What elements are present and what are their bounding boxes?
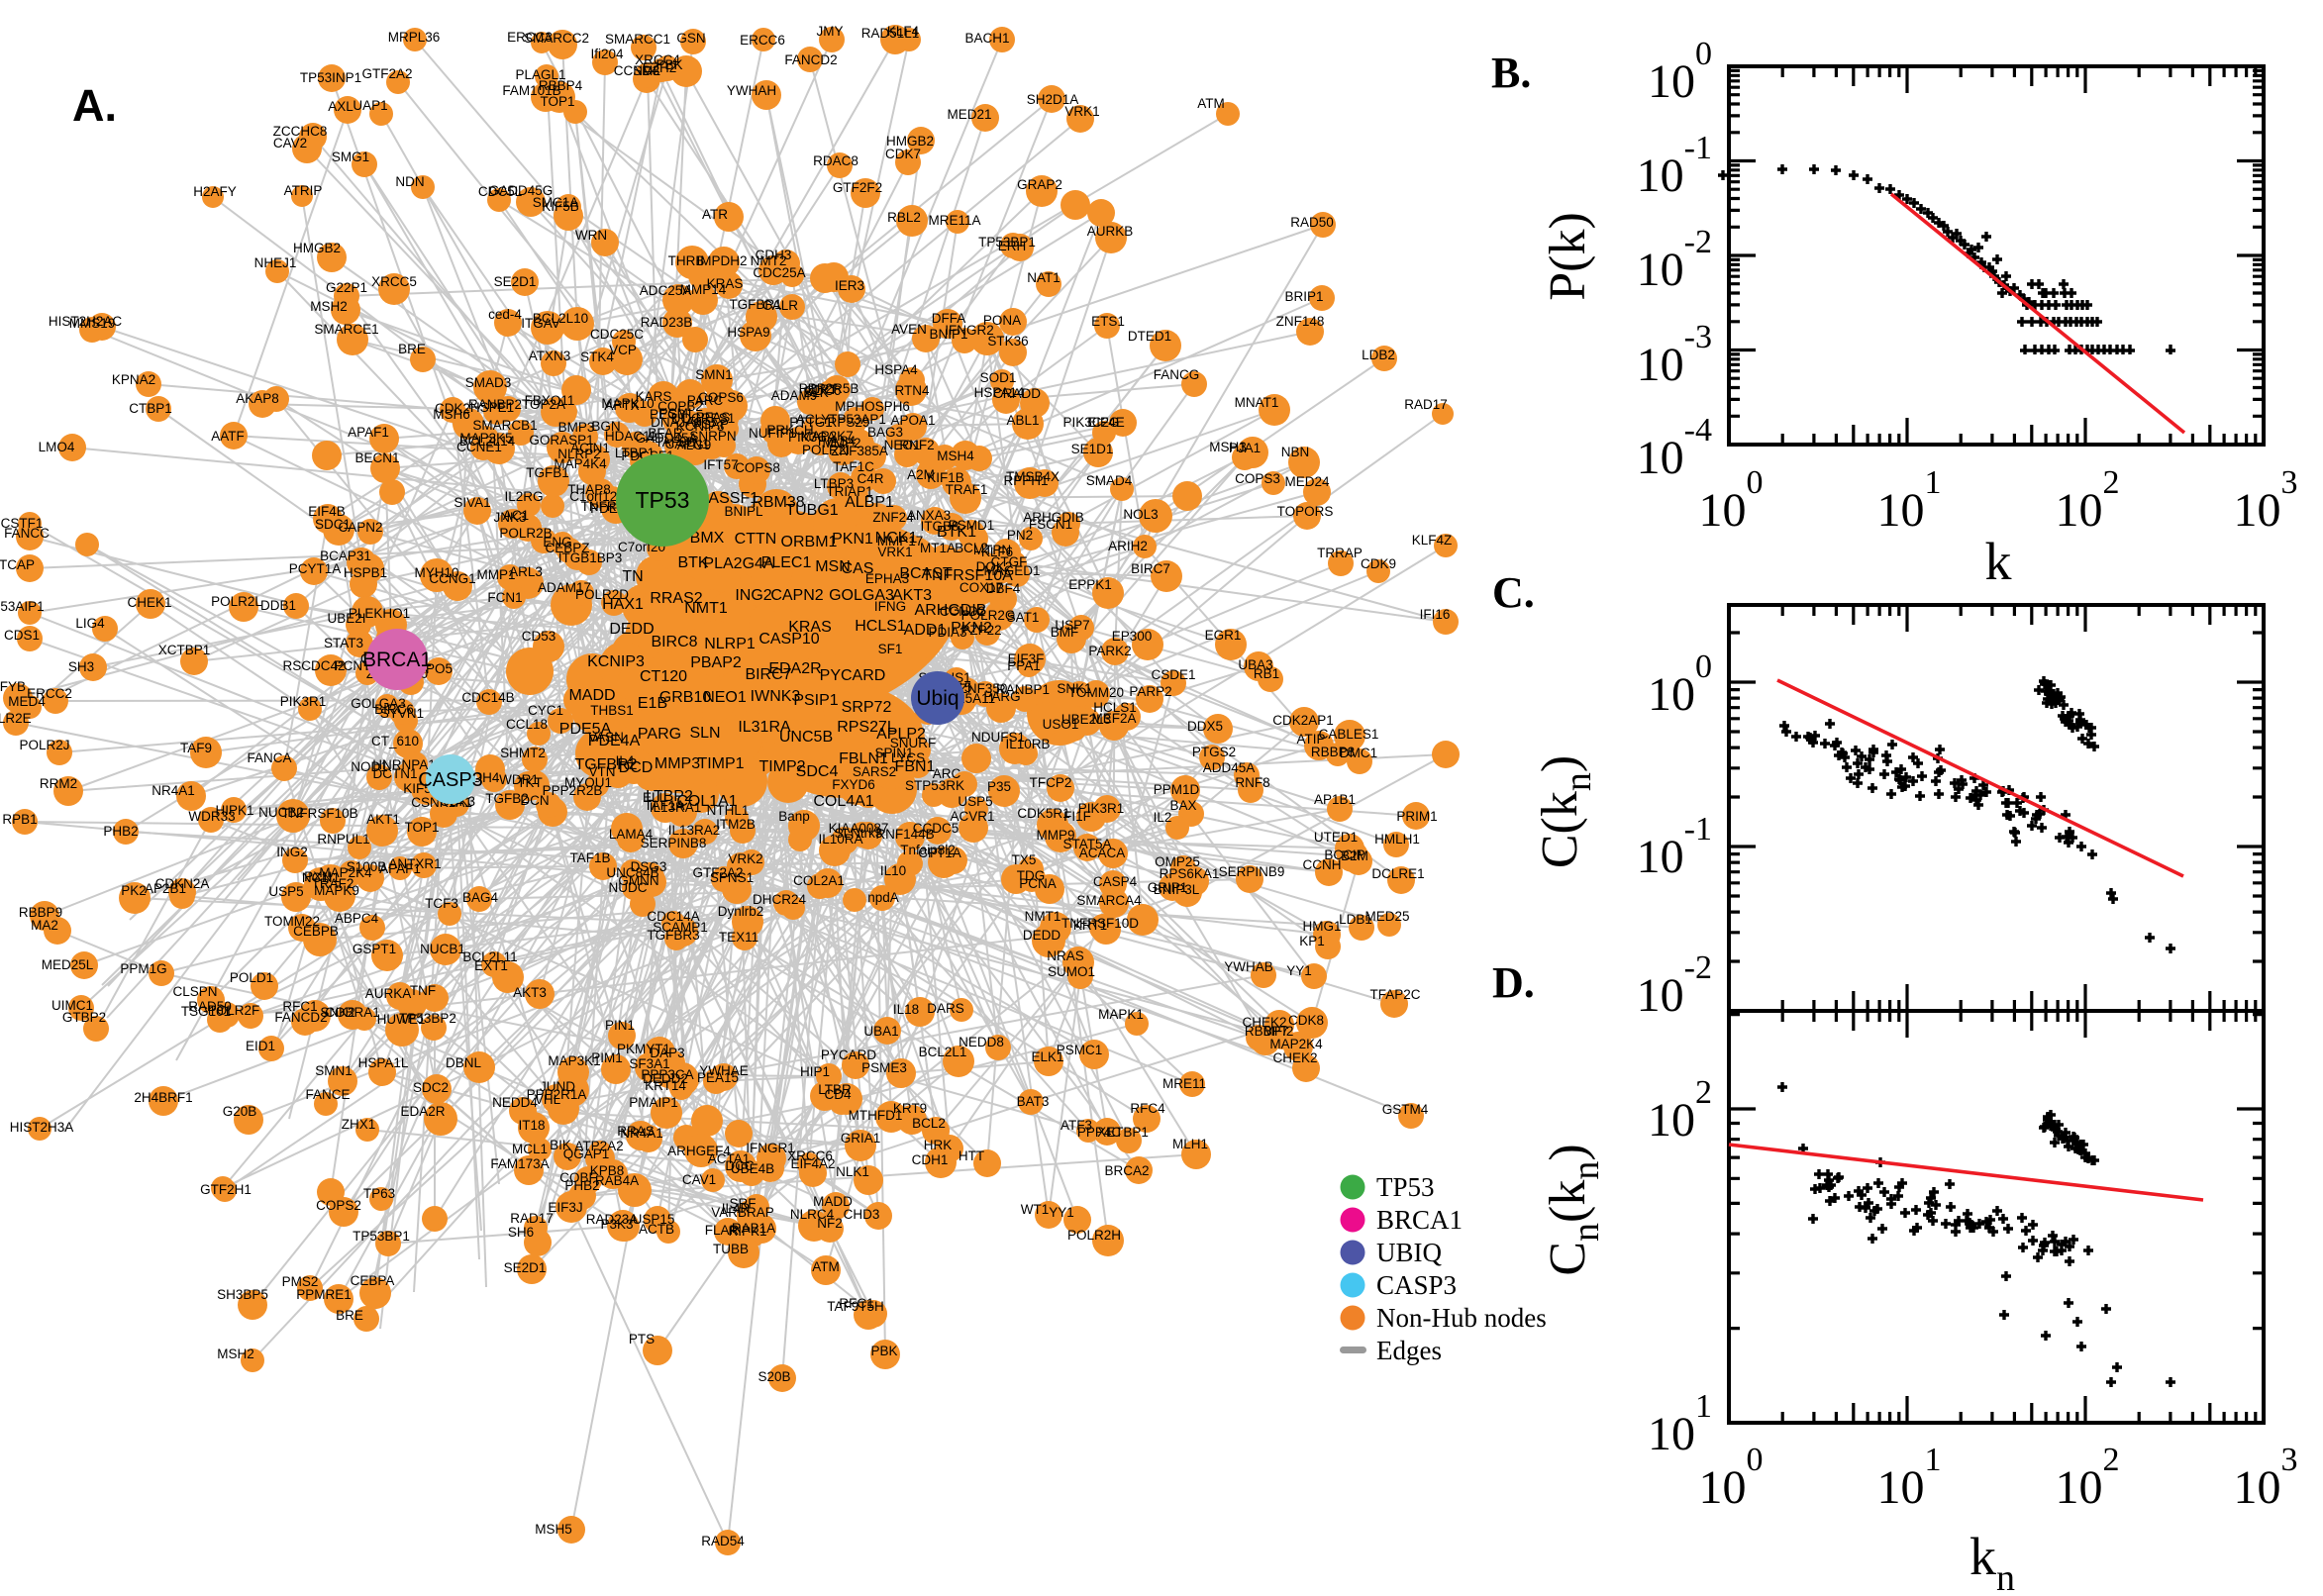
svg-text:Non-Hub nodes: Non-Hub nodes [1376, 1303, 1547, 1333]
svg-text:100: 100 [1648, 36, 1712, 108]
svg-text:101: 101 [1877, 1442, 1942, 1514]
svg-text:10-2: 10-2 [1637, 949, 1712, 1022]
svg-text:A.: A. [72, 80, 117, 131]
svg-text:Cn(kn): Cn(kn) [1540, 1144, 1607, 1275]
svg-text:10-2: 10-2 [1637, 224, 1712, 296]
svg-text:10-3: 10-3 [1637, 319, 1712, 391]
svg-text:UBIQ: UBIQ [1376, 1238, 1442, 1267]
svg-text:P(k): P(k) [1540, 212, 1596, 301]
svg-text:102: 102 [2056, 1442, 2120, 1514]
svg-text:C(kn): C(kn) [1532, 755, 1599, 868]
svg-text:CASP3: CASP3 [1376, 1270, 1457, 1300]
svg-text:100: 100 [1699, 464, 1764, 537]
svg-text:C.: C. [1492, 568, 1535, 617]
svg-text:Edges: Edges [1376, 1336, 1442, 1365]
svg-text:100: 100 [1699, 1442, 1764, 1514]
svg-text:100: 100 [1648, 648, 1712, 721]
svg-text:TP53: TP53 [1376, 1172, 1435, 1202]
svg-text:10-4: 10-4 [1637, 412, 1712, 484]
svg-text:k: k [1985, 532, 2012, 591]
svg-text:103: 103 [2234, 464, 2298, 537]
svg-text:102: 102 [1648, 1074, 1712, 1147]
svg-text:102: 102 [2056, 464, 2120, 537]
svg-text:10-1: 10-1 [1637, 130, 1712, 202]
svg-text:101: 101 [1877, 464, 1942, 537]
svg-text:B.: B. [1491, 49, 1531, 97]
svg-text:BRCA1: BRCA1 [1376, 1205, 1463, 1235]
svg-text:D.: D. [1492, 958, 1535, 1007]
svg-text:101: 101 [1648, 1388, 1712, 1460]
svg-text:10-1: 10-1 [1637, 811, 1712, 883]
svg-text:kn: kn [1970, 1527, 2015, 1596]
svg-text:103: 103 [2234, 1442, 2298, 1514]
